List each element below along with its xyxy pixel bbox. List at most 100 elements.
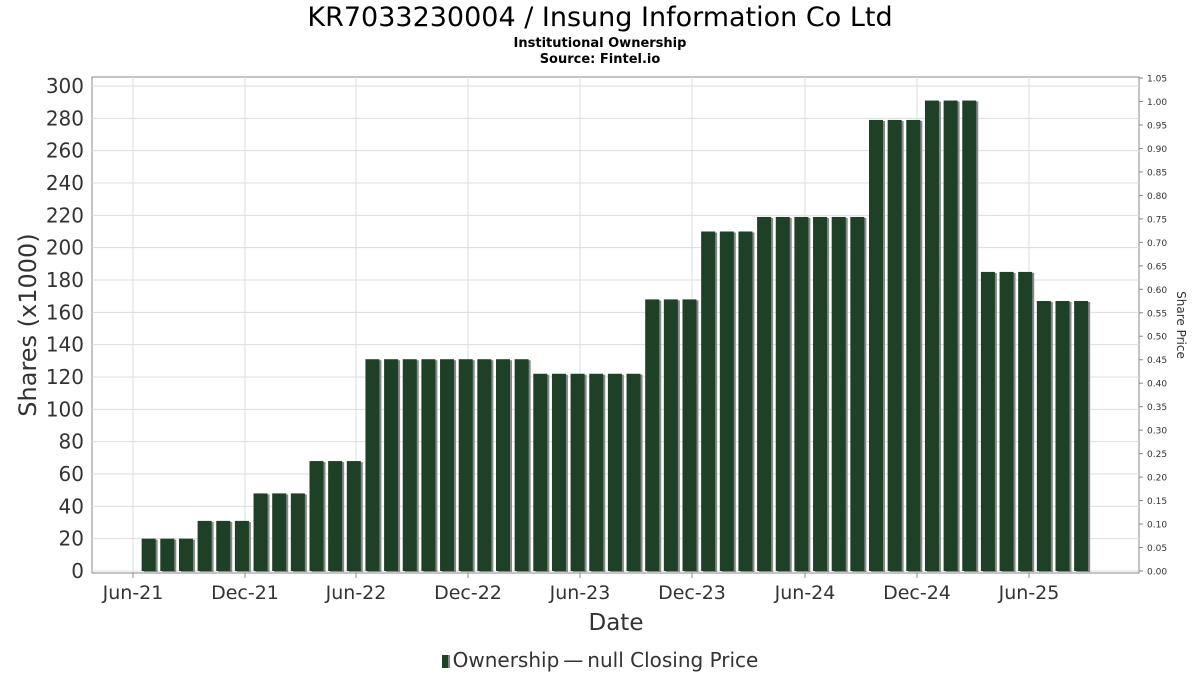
ownership-bar xyxy=(570,373,585,571)
y2-tick-label: 1.05 xyxy=(1147,75,1167,85)
y2-tick-label: 0.80 xyxy=(1147,192,1167,202)
ownership-bar xyxy=(440,359,455,571)
y-tick-label: 300 xyxy=(46,74,84,98)
ownership-bar xyxy=(496,359,510,571)
y2-tick-label: 0.05 xyxy=(1147,544,1167,554)
y2-tick-label: 0.35 xyxy=(1147,403,1167,413)
y2-tick-label: 0.55 xyxy=(1147,309,1167,319)
y-tick-label: 100 xyxy=(46,397,84,421)
ownership-bar xyxy=(253,493,268,571)
chart-subtitle: Institutional Ownership xyxy=(513,36,687,51)
ownership-bar xyxy=(962,100,977,572)
ownership-bar xyxy=(794,216,809,571)
y2-tick-label: 0.65 xyxy=(1147,262,1167,272)
ownership-bar xyxy=(999,271,1014,571)
ownership-bar xyxy=(869,119,883,571)
ownership-bar xyxy=(216,520,231,571)
chart-source: Source: Fintel.io xyxy=(539,52,661,67)
ownership-legend-swatch xyxy=(441,655,450,668)
ownership-bar xyxy=(682,299,697,571)
y-tick-label: 60 xyxy=(59,462,84,486)
y-tick-label: 240 xyxy=(46,171,84,195)
x-tick-label: Dec-21 xyxy=(211,582,279,604)
ownership-bar xyxy=(141,538,156,571)
ownership-bar xyxy=(551,373,566,571)
y-tick-label: 80 xyxy=(59,430,84,454)
ownership-chart: 0 20 40 60 80 100 120 140 160 180 200 220 240 260 280 3… xyxy=(14,74,1188,636)
chart-legend: Ownership — null Closing Price xyxy=(0,648,1200,672)
y2-tick-label: 0.40 xyxy=(1147,380,1167,390)
ownership-bar xyxy=(1036,301,1051,571)
ownership-bar xyxy=(906,119,921,571)
ownership-bar xyxy=(514,359,529,571)
ownership-bar xyxy=(477,359,492,571)
price-legend-line-icon: — xyxy=(563,648,584,672)
legend-price-label: null Closing Price xyxy=(587,648,759,672)
ownership-bar xyxy=(458,359,473,571)
y2-tick-label: 0.90 xyxy=(1147,145,1167,155)
y2-tick-label: 0.15 xyxy=(1147,497,1167,507)
y2-tick-label: 0.60 xyxy=(1147,286,1167,296)
x-tick-label: Jun-25 xyxy=(998,582,1060,604)
y-tick-label: 200 xyxy=(46,236,84,260)
y2-tick-label: 0.75 xyxy=(1147,215,1167,225)
ownership-bar xyxy=(887,119,902,571)
ownership-bar xyxy=(346,461,361,571)
y-tick-label: 120 xyxy=(46,365,84,389)
ownership-bar xyxy=(309,461,324,571)
y-tick-label: 180 xyxy=(46,268,84,292)
y2-tick-label: 1.00 xyxy=(1147,98,1167,108)
ownership-bar xyxy=(607,373,622,571)
y-tick-label: 0 xyxy=(71,559,84,583)
ownership-bar xyxy=(980,271,995,571)
y-tick-label: 20 xyxy=(59,527,84,551)
ownership-bar xyxy=(850,216,865,571)
x-tick-label: Jun-21 xyxy=(102,582,164,604)
ownership-bar xyxy=(178,538,193,571)
ownership-bar xyxy=(533,373,548,571)
x-tick-label: Dec-23 xyxy=(658,582,726,604)
y2-tick-label: 0.70 xyxy=(1147,239,1167,249)
ownership-bar xyxy=(924,100,939,572)
ownership-bar xyxy=(160,538,175,571)
ownership-bar xyxy=(626,373,641,571)
y2-axis-title: Share Price xyxy=(1174,291,1188,359)
ownership-bar xyxy=(943,100,958,572)
ownership-bar xyxy=(421,359,436,571)
y2-tick-label: 0.00 xyxy=(1147,568,1167,578)
x-tick-label: Dec-24 xyxy=(883,582,951,604)
ownership-bar xyxy=(272,493,287,571)
x-tick-label: Dec-22 xyxy=(434,582,502,604)
ownership-bar xyxy=(757,216,772,571)
ownership-bar xyxy=(701,231,716,571)
y2-tick-label: 0.20 xyxy=(1147,474,1167,484)
y2-tick-label: 0.10 xyxy=(1147,521,1167,531)
x-tick-label: Jun-24 xyxy=(774,582,836,604)
y2-tick-label: 0.95 xyxy=(1147,121,1167,131)
chart-title: KR7033230004 / Insung Information Co Ltd xyxy=(307,2,893,33)
ownership-bar xyxy=(365,359,380,571)
y2-tick-label: 0.25 xyxy=(1147,450,1167,460)
y-tick-label: 140 xyxy=(46,333,84,357)
y-tick-label: 160 xyxy=(46,300,84,324)
x-axis-title: Date xyxy=(589,610,644,636)
ownership-bar xyxy=(663,299,678,571)
y-axis-title: Shares (x1000) xyxy=(14,233,42,416)
ownership-bar xyxy=(197,520,212,571)
ownership-bar xyxy=(328,461,343,571)
ownership-bar xyxy=(384,359,399,571)
ownership-bar xyxy=(402,359,417,571)
ownership-bar xyxy=(234,520,249,571)
ownership-bar xyxy=(719,231,734,571)
ownership-bar xyxy=(1055,301,1070,571)
y-tick-label: 40 xyxy=(59,494,84,518)
x-tick-label: Jun-22 xyxy=(325,582,387,604)
legend-ownership-label: Ownership xyxy=(452,648,560,672)
ownership-bar xyxy=(645,299,660,571)
y-tick-label: 220 xyxy=(46,203,84,227)
y-tick-label: 280 xyxy=(46,106,84,130)
y-tick-label: 260 xyxy=(46,139,84,163)
ownership-bar xyxy=(290,493,305,571)
y2-tick-label: 0.50 xyxy=(1147,333,1167,343)
ownership-bar xyxy=(831,216,846,571)
